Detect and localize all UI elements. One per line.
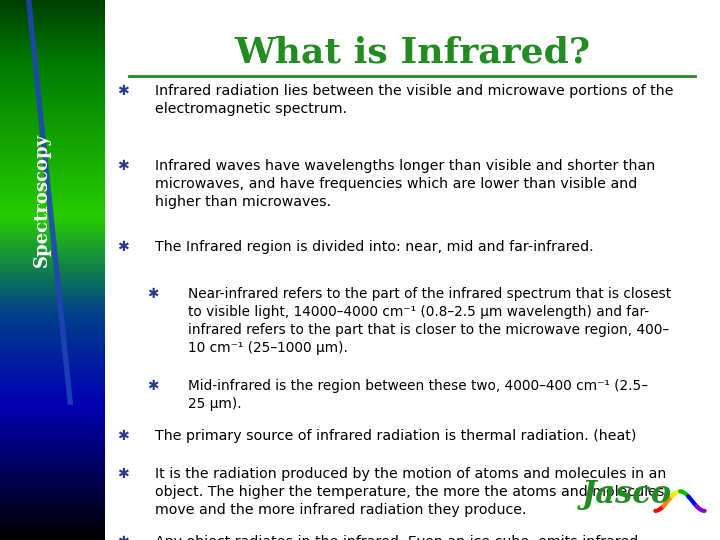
- Text: Jasco: Jasco: [582, 480, 672, 510]
- Text: ✱: ✱: [148, 287, 159, 301]
- Polygon shape: [26, 0, 73, 405]
- Text: Infrared radiation lies between the visible and microwave portions of the
electr: Infrared radiation lies between the visi…: [155, 84, 673, 116]
- Text: ✱: ✱: [117, 467, 129, 481]
- Text: ✱: ✱: [117, 535, 129, 540]
- Text: ✱: ✱: [117, 159, 129, 173]
- Text: The Infrared region is divided into: near, mid and far-infrared.: The Infrared region is divided into: nea…: [155, 240, 593, 254]
- Text: ✱: ✱: [117, 240, 129, 254]
- Text: The primary source of infrared radiation is thermal radiation. (heat): The primary source of infrared radiation…: [155, 429, 636, 443]
- Text: ✱: ✱: [117, 429, 129, 443]
- Polygon shape: [26, 0, 73, 405]
- Text: ✱: ✱: [117, 84, 129, 98]
- Text: Spectroscopy: Spectroscopy: [32, 133, 50, 267]
- Text: It is the radiation produced by the motion of atoms and molecules in an
object. : It is the radiation produced by the moti…: [155, 467, 666, 517]
- Text: Infrared waves have wavelengths longer than visible and shorter than
microwaves,: Infrared waves have wavelengths longer t…: [155, 159, 655, 209]
- Text: What is Infrared?: What is Infrared?: [234, 35, 590, 69]
- Text: Any object radiates in the infrared. Even an ice cube, emits infrared.: Any object radiates in the infrared. Eve…: [155, 535, 643, 540]
- Text: Mid-infrared is the region between these two, 4000–400 cm⁻¹ (2.5–
25 μm).: Mid-infrared is the region between these…: [187, 379, 647, 411]
- Text: Near-infrared refers to the part of the infrared spectrum that is closest
to vis: Near-infrared refers to the part of the …: [187, 287, 670, 355]
- Text: ✱: ✱: [148, 379, 159, 393]
- Polygon shape: [26, 0, 73, 405]
